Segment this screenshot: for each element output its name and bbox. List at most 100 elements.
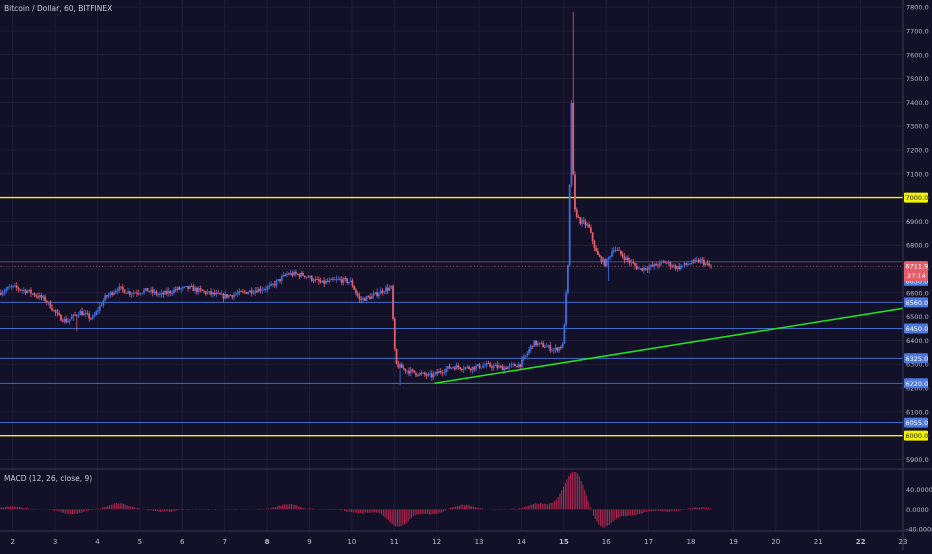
candle-down <box>56 312 59 314</box>
candle-down <box>430 373 433 378</box>
candle-up <box>676 266 679 269</box>
candle-down <box>256 290 258 293</box>
candle-up <box>113 292 115 295</box>
candle-up <box>365 296 368 301</box>
candle-down <box>196 287 198 292</box>
candle-down <box>137 293 140 295</box>
candle-up <box>238 291 241 294</box>
time-tick-label: 20 <box>771 538 780 546</box>
candle-up <box>28 289 31 292</box>
candle-up <box>503 367 506 371</box>
candle-up <box>399 364 401 368</box>
candle-up <box>42 296 45 298</box>
candle-up <box>464 367 467 370</box>
trendline-layer[interactable] <box>434 307 904 385</box>
horizontal-lines[interactable] <box>0 196 903 437</box>
candle-down <box>363 298 366 301</box>
candle-up <box>482 365 485 368</box>
candle-up <box>254 290 257 293</box>
candle-up <box>275 280 278 286</box>
candle-down <box>74 314 76 316</box>
candle-up <box>22 289 25 291</box>
candle-down <box>332 278 334 280</box>
candle-down <box>413 370 416 373</box>
candle-up <box>38 295 41 298</box>
candle-down <box>423 372 426 375</box>
time-tick-label: 9 <box>307 538 311 546</box>
time-tick-label: 2 <box>10 538 14 546</box>
candle-down <box>356 293 359 297</box>
candle-up <box>445 368 447 373</box>
candle-down <box>203 291 205 292</box>
time-axis[interactable]: 2 3 4 5 6 7 8 9 10 11 12 13 14 15 16 17 18 19 20 21 22 23 <box>10 538 907 546</box>
candle-up <box>286 273 288 276</box>
candle-up <box>609 256 612 258</box>
candle-down <box>395 349 398 365</box>
candle-down <box>302 272 304 276</box>
candle-up <box>157 294 159 296</box>
price-axis[interactable]: 5900.0 6000.0 6100.0 6200.0 6300.0 6400.0 6500… <box>906 4 929 464</box>
candle-up <box>485 363 488 366</box>
candle-up <box>197 288 200 292</box>
macd-histogram <box>0 471 711 528</box>
candle-down <box>90 318 92 320</box>
candle-down <box>404 368 407 372</box>
candle-up <box>10 286 13 287</box>
candle-up <box>215 292 218 295</box>
candle-up <box>95 311 98 315</box>
candle-down <box>231 295 234 298</box>
candle-up <box>5 289 8 292</box>
candle-up <box>337 278 340 280</box>
candle-down <box>24 289 27 294</box>
candle-down <box>469 368 472 371</box>
grid <box>0 0 904 531</box>
candle-up <box>282 274 285 277</box>
candle-down <box>15 285 18 288</box>
candle-down <box>33 293 36 296</box>
candle-down <box>61 320 64 322</box>
candle-up <box>545 346 548 348</box>
candle-down <box>111 292 114 295</box>
level-badge <box>904 297 928 308</box>
candle-down <box>346 278 349 283</box>
candle-up <box>692 259 695 264</box>
candle-up <box>98 305 101 311</box>
candle-up <box>261 289 264 291</box>
candle-up <box>83 313 85 316</box>
candle-down <box>703 260 705 266</box>
candle-up <box>79 311 82 316</box>
candle-up <box>309 275 311 278</box>
candle-up <box>277 279 280 281</box>
candle-down <box>411 369 414 371</box>
candle-down <box>30 289 32 294</box>
candle-up <box>379 290 382 294</box>
macd-tick-label: 0.0000 <box>906 506 929 514</box>
candle-down <box>166 290 168 294</box>
candle-down <box>674 265 677 269</box>
candle-down <box>307 276 310 278</box>
macd-indicator-label[interactable]: MACD (12, 26, close, 9) <box>4 474 92 483</box>
candle-up <box>466 366 469 368</box>
candle-up <box>270 283 273 286</box>
candle-down <box>151 289 154 293</box>
candle-up <box>526 353 529 356</box>
price-tick-label: 6200.0 <box>906 385 929 393</box>
candle-down <box>298 274 301 277</box>
candle-down <box>279 279 281 282</box>
level-badge <box>904 417 928 428</box>
candle-up <box>452 367 454 369</box>
candle-up <box>605 259 608 267</box>
candle-down <box>579 217 582 224</box>
candle-up <box>443 372 446 374</box>
candle-down <box>478 364 481 369</box>
candle-up <box>268 285 271 287</box>
candle-down <box>178 287 181 290</box>
ascending-trendline[interactable] <box>434 307 904 385</box>
candle-up <box>390 286 393 288</box>
last-price-value: 6711.9 <box>906 263 929 271</box>
candle-up <box>658 261 661 266</box>
candle-down <box>408 370 410 374</box>
candle-up <box>690 263 693 264</box>
